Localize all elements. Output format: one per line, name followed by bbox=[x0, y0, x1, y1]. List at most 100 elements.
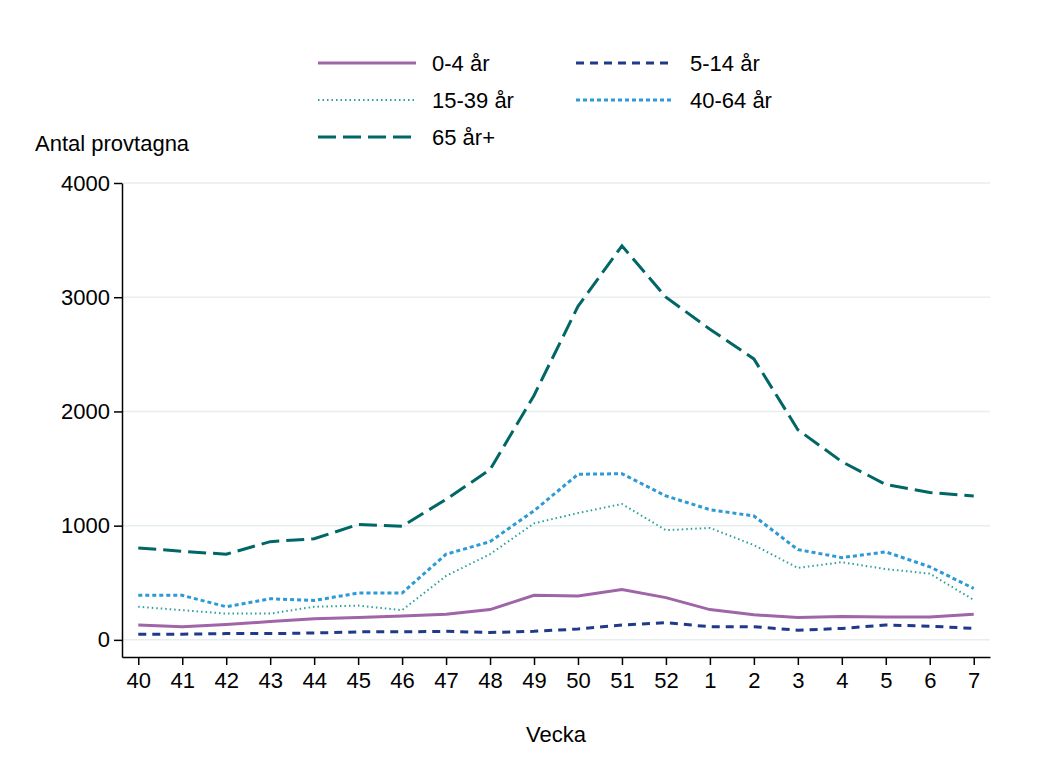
x-tick-mark bbox=[534, 657, 536, 665]
y-tick-mark bbox=[114, 297, 122, 299]
x-tick-label: 2 bbox=[748, 668, 760, 693]
x-tick: 46 bbox=[390, 657, 414, 693]
x-tick-label: 7 bbox=[968, 668, 980, 693]
y-axis-line bbox=[122, 184, 124, 658]
x-axis: 404142434445464748495051521234567 bbox=[123, 657, 991, 693]
x-tick: 4 bbox=[836, 657, 848, 693]
series-line bbox=[138, 474, 973, 607]
x-tick-label: 43 bbox=[258, 668, 282, 693]
x-tick: 3 bbox=[792, 657, 804, 693]
grid-line bbox=[122, 182, 990, 184]
x-tick-mark bbox=[798, 657, 800, 665]
legend: 0-4 år5-14 år15-39 år40-64 år65 år+ bbox=[318, 51, 772, 150]
x-tick-label: 41 bbox=[170, 668, 194, 693]
legend-label: 15-39 år bbox=[432, 88, 514, 113]
x-tick-mark bbox=[314, 657, 316, 665]
x-tick-label: 44 bbox=[302, 668, 326, 693]
x-tick-mark bbox=[490, 657, 492, 665]
x-tick: 2 bbox=[748, 657, 760, 693]
x-tick-label: 3 bbox=[792, 668, 804, 693]
y-tick-mark bbox=[114, 183, 122, 185]
y-tick-mark bbox=[114, 640, 122, 642]
x-tick: 40 bbox=[127, 657, 151, 693]
legend-swatch bbox=[318, 136, 416, 139]
x-tick: 48 bbox=[478, 657, 502, 693]
x-tick-mark bbox=[358, 657, 360, 665]
x-tick-label: 40 bbox=[127, 668, 151, 693]
x-tick: 47 bbox=[434, 657, 458, 693]
x-tick: 51 bbox=[610, 657, 634, 693]
x-tick-mark bbox=[402, 657, 404, 665]
x-tick: 5 bbox=[880, 657, 892, 693]
x-tick-mark bbox=[754, 657, 756, 665]
y-tick: 4000 bbox=[61, 171, 122, 196]
chart: 4041424344454647484950515212345670100020… bbox=[0, 0, 1057, 769]
x-tick-label: 42 bbox=[214, 668, 238, 693]
x-tick-label: 46 bbox=[390, 668, 414, 693]
y-tick-label: 2000 bbox=[61, 399, 110, 424]
x-tick: 41 bbox=[170, 657, 194, 693]
x-tick-label: 51 bbox=[610, 668, 634, 693]
x-tick-mark bbox=[182, 657, 184, 665]
series-line bbox=[138, 246, 973, 554]
x-tick: 6 bbox=[924, 657, 936, 693]
grid bbox=[122, 183, 990, 640]
y-tick: 0 bbox=[98, 627, 122, 652]
x-axis-title: Vecka bbox=[526, 722, 587, 747]
x-tick: 49 bbox=[522, 657, 546, 693]
y-tick: 1000 bbox=[61, 513, 122, 538]
x-tick-mark bbox=[446, 657, 448, 665]
legend-swatch bbox=[576, 99, 674, 102]
grid-line bbox=[122, 639, 990, 641]
legend-label: 0-4 år bbox=[432, 51, 489, 76]
x-tick-mark bbox=[710, 657, 712, 665]
x-tick-label: 1 bbox=[704, 668, 716, 693]
y-tick-mark bbox=[114, 525, 122, 527]
x-tick-label: 6 bbox=[924, 668, 936, 693]
legend-label: 65 år+ bbox=[432, 125, 495, 150]
x-tick-mark bbox=[973, 657, 975, 665]
x-tick-mark bbox=[226, 657, 228, 665]
y-tick-label: 1000 bbox=[61, 513, 110, 538]
x-tick-label: 48 bbox=[478, 668, 502, 693]
x-tick-mark bbox=[842, 657, 844, 665]
x-tick: 44 bbox=[302, 657, 326, 693]
x-axis-line bbox=[123, 657, 991, 659]
series-line bbox=[138, 590, 973, 627]
legend-swatch bbox=[576, 62, 674, 65]
x-tick: 50 bbox=[566, 657, 590, 693]
x-tick-mark bbox=[622, 657, 624, 665]
plot-area bbox=[138, 246, 973, 634]
x-tick-mark bbox=[886, 657, 888, 665]
x-tick-label: 50 bbox=[566, 668, 590, 693]
y-tick: 2000 bbox=[61, 399, 122, 424]
y-axis: 0 1000 2000 3000 4000 bbox=[61, 171, 122, 658]
x-tick: 42 bbox=[214, 657, 238, 693]
y-axis-title: Antal provtagna bbox=[35, 131, 190, 156]
series-line bbox=[138, 504, 973, 614]
series-line bbox=[138, 623, 973, 634]
x-tick-label: 4 bbox=[836, 668, 848, 693]
x-tick-mark bbox=[270, 657, 272, 665]
legend-swatch bbox=[318, 62, 416, 65]
grid-line bbox=[122, 296, 990, 298]
x-tick-mark bbox=[578, 657, 580, 665]
y-tick: 3000 bbox=[61, 285, 122, 310]
y-tick-label: 4000 bbox=[61, 171, 110, 196]
x-tick-mark bbox=[138, 657, 140, 665]
x-tick-label: 5 bbox=[880, 668, 892, 693]
x-tick-label: 52 bbox=[654, 668, 678, 693]
y-tick-label: 0 bbox=[98, 627, 110, 652]
legend-label: 5-14 år bbox=[690, 51, 760, 76]
grid-line bbox=[122, 525, 990, 527]
grid-line bbox=[122, 411, 990, 413]
x-tick: 7 bbox=[968, 657, 980, 693]
legend-swatch bbox=[318, 99, 416, 101]
y-tick-label: 3000 bbox=[61, 285, 110, 310]
x-tick: 1 bbox=[704, 657, 716, 693]
x-tick: 45 bbox=[346, 657, 370, 693]
x-tick: 52 bbox=[654, 657, 678, 693]
x-tick-label: 47 bbox=[434, 668, 458, 693]
x-tick: 43 bbox=[258, 657, 282, 693]
x-tick-mark bbox=[666, 657, 668, 665]
